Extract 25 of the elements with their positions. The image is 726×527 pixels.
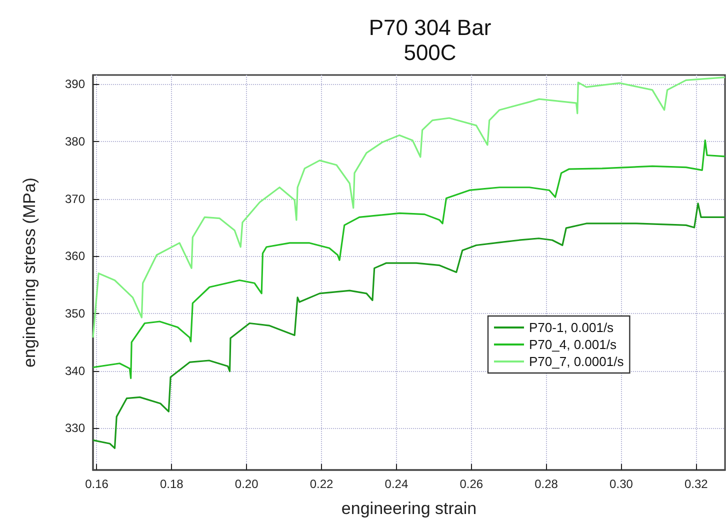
x-tick-label: 0.20: [234, 477, 259, 491]
x-axis-title: engineering strain: [341, 499, 477, 518]
y-tick-label: 340: [64, 364, 86, 378]
y-tick-label: 350: [64, 306, 86, 320]
y-tick-label: 370: [64, 192, 86, 206]
y-tick-label: 380: [64, 134, 86, 148]
y-axis-title: engineering stress (MPa): [20, 178, 39, 368]
legend-label: P70_4, 0.001/s: [529, 337, 617, 352]
legend-label: P70_7, 0.0001/s: [529, 354, 624, 369]
x-tick-label: 0.26: [460, 477, 484, 491]
x-tick-label: 0.24: [384, 477, 408, 491]
line-series: [92, 202, 726, 450]
y-tick-label: 390: [64, 77, 86, 92]
y-tick-label: 330: [64, 421, 86, 436]
x-tick-label: 0.32: [684, 477, 708, 491]
x-tick-label: 0.28: [534, 477, 558, 491]
x-tick-label: 0.22: [310, 477, 334, 491]
chart-title: P70 304 Bar 500C: [368, 15, 492, 65]
y-tick-label: 360: [64, 249, 86, 264]
line-series: [92, 76, 726, 338]
line-series: [92, 140, 726, 380]
legend-label: P70-1, 0.001/s: [529, 320, 614, 335]
x-tick-label: 0.18: [160, 477, 184, 491]
x-tick-label: 0.16: [85, 477, 109, 491]
x-tick-label: 0.30: [610, 477, 634, 491]
